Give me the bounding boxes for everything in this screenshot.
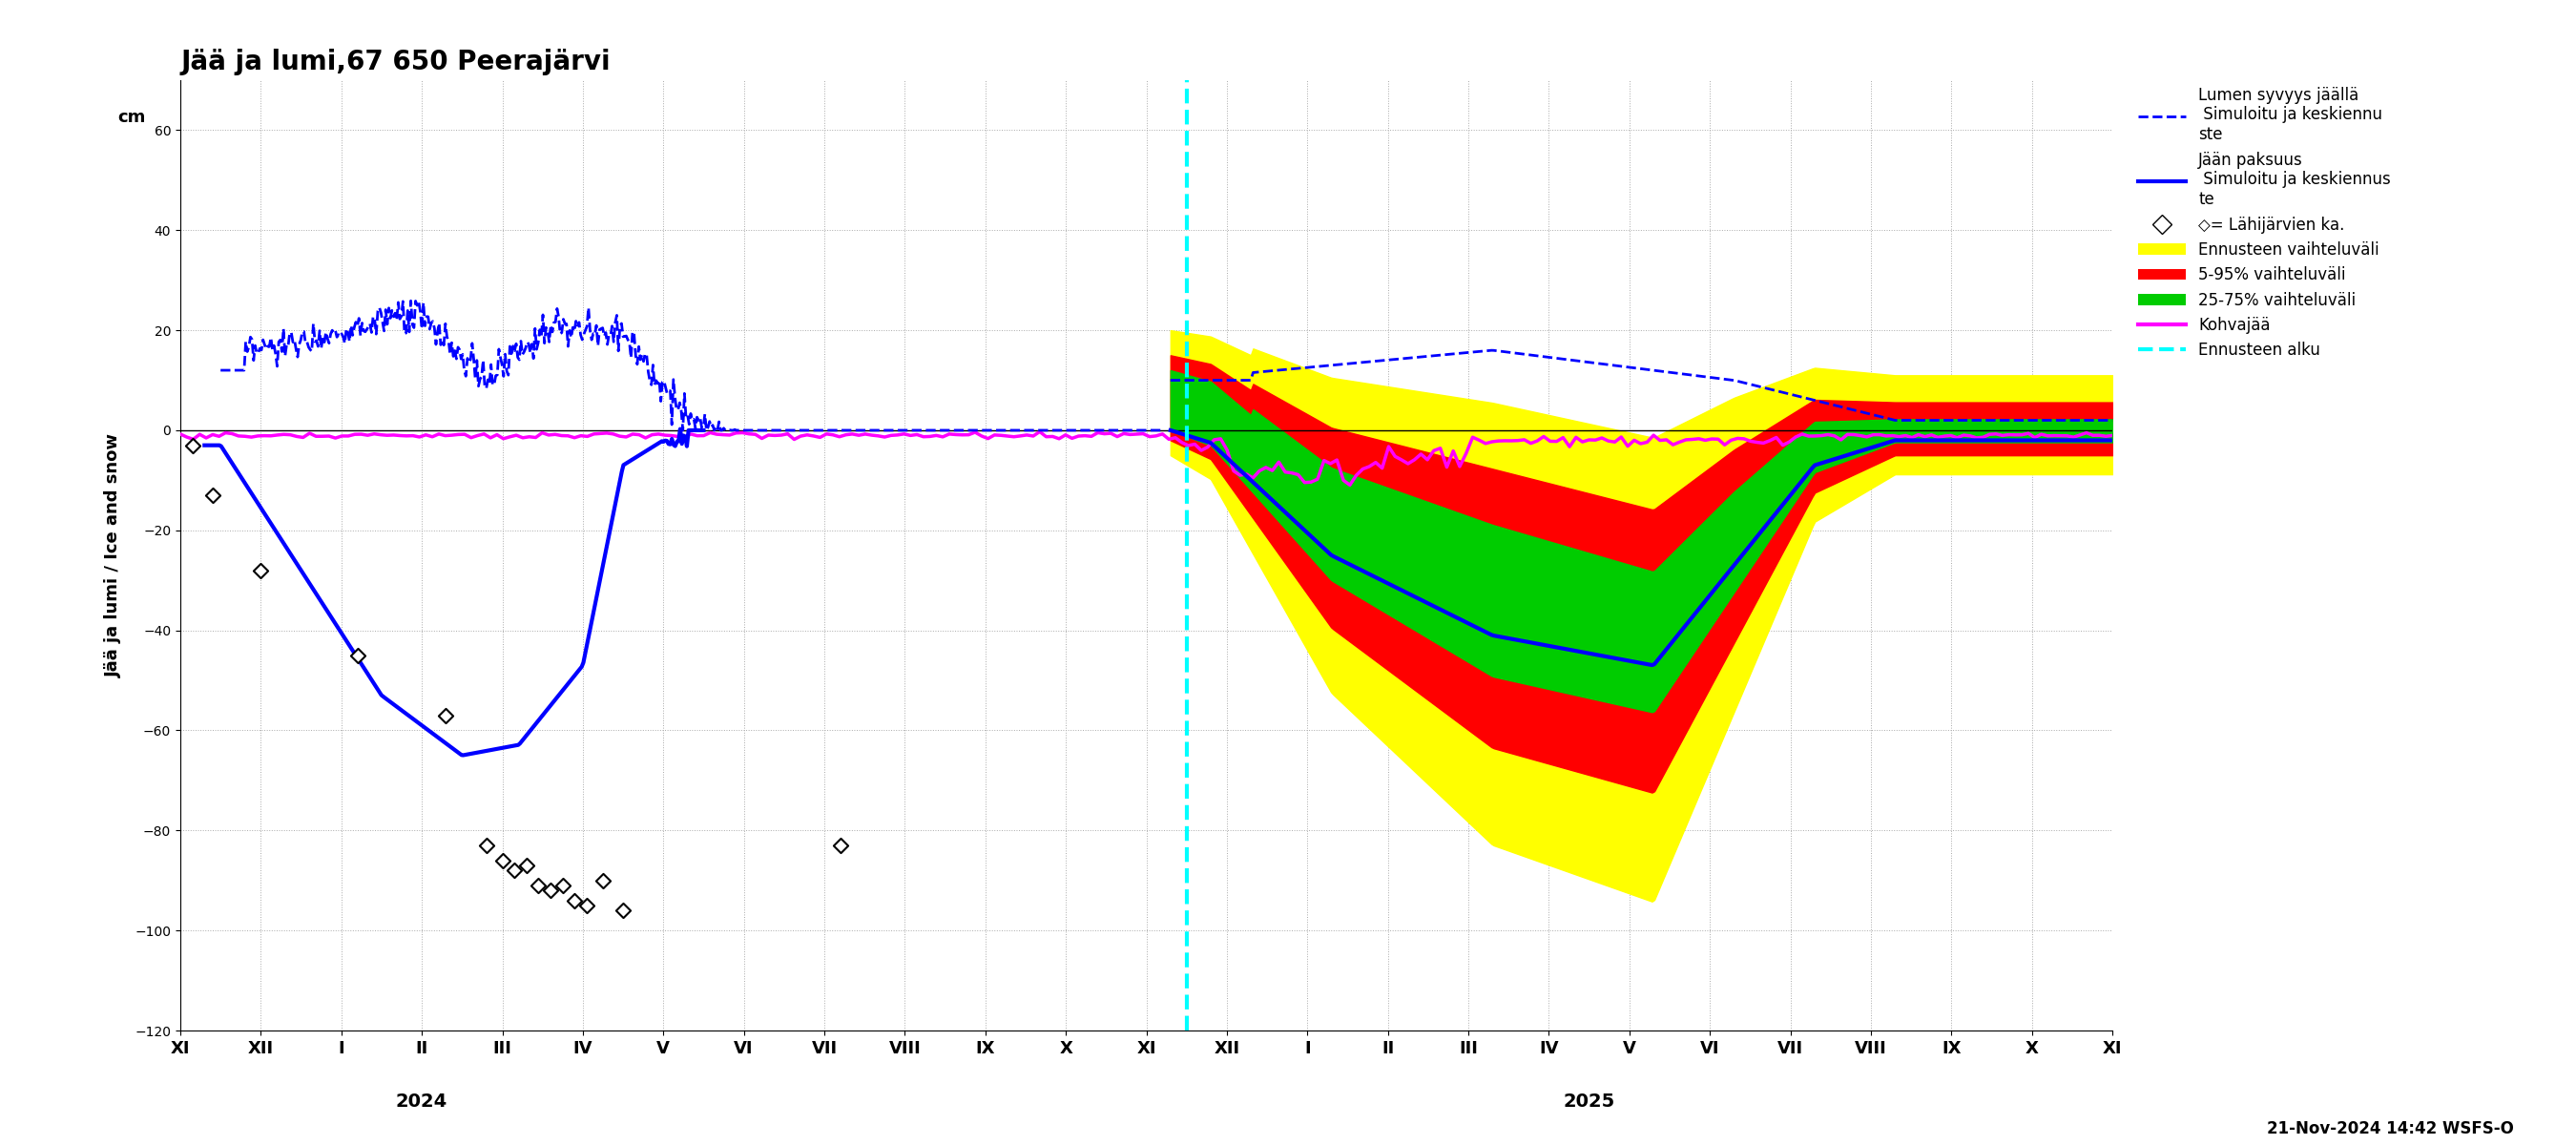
Point (425, 706, 466, 725)
Text: 2025: 2025 (1564, 1092, 1615, 1111)
Point (240, 561, 281, 579)
Point (518, 876, 559, 894)
Point (819, 836, 860, 854)
Point (541, 876, 582, 894)
Text: 21-Nov-2024 14:42 WSFS-O: 21-Nov-2024 14:42 WSFS-O (2267, 1120, 2514, 1137)
Point (482, 851, 523, 869)
Point (173, 436, 214, 455)
Point (495, 861, 536, 879)
Point (337, 646, 379, 664)
Point (567, 897, 608, 915)
Text: 2024: 2024 (397, 1092, 448, 1111)
Point (193, 487, 232, 505)
Point (505, 856, 546, 875)
Legend: Lumen syvyys jäällä
 Simuloitu ja keskiennu
ste, Jään paksuus
 Simuloitu ja kesk: Lumen syvyys jäällä Simuloitu ja keskien… (2133, 80, 2398, 365)
Y-axis label: Jää ja lumi / Ice and snow: Jää ja lumi / Ice and snow (106, 433, 124, 678)
Point (554, 891, 595, 909)
Point (466, 836, 507, 854)
Point (582, 871, 623, 890)
Point (531, 882, 572, 900)
Text: cm: cm (118, 109, 147, 126)
Point (603, 901, 644, 919)
Text: Jää ja lumi,67 650 Peerajärvi: Jää ja lumi,67 650 Peerajärvi (180, 48, 611, 76)
